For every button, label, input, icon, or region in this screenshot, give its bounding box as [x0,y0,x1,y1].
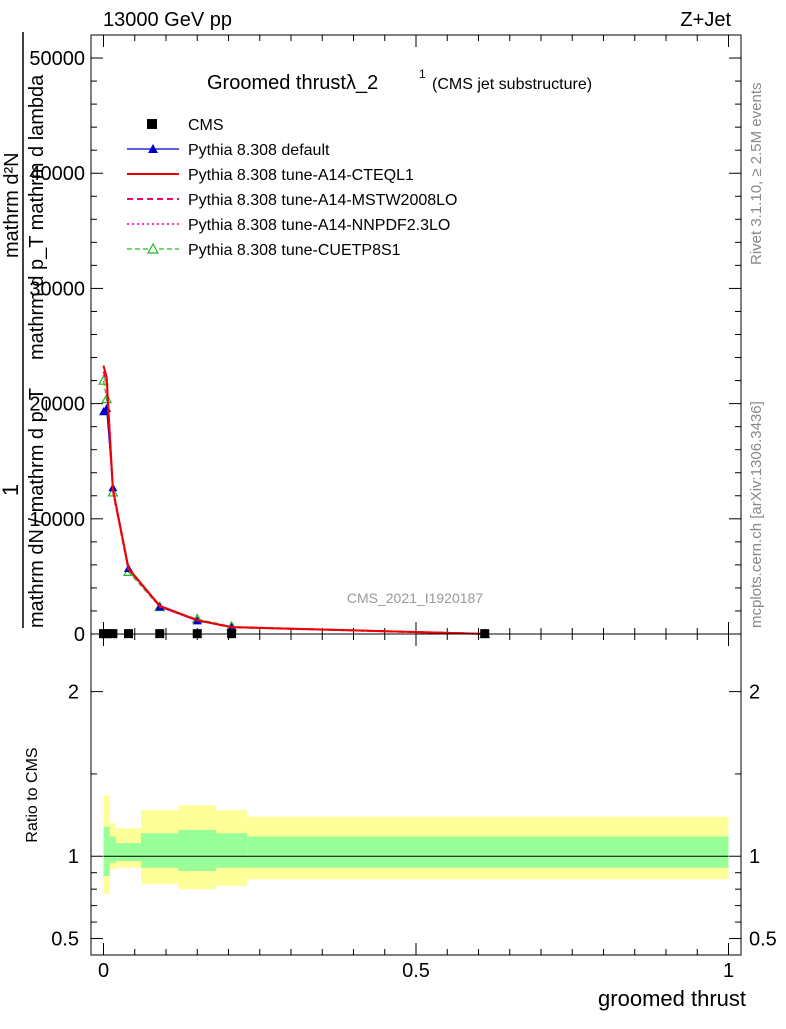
rivet-label: Rivet 3.1.10, ≥ 2.5M events [748,83,765,266]
ratio-y-label: Ratio to CMS [24,747,41,842]
legend-marker-1 [148,144,158,153]
x-tick-label: 0 [98,960,109,982]
main-y-axis: 0 10000 20000 30000 40000 50000 [29,34,741,646]
ratio-inner-band [103,826,110,876]
legend-label: Pythia 8.308 tune-A14-NNPDF2.3LO [188,217,450,234]
main-y-tick-label: 40000 [29,163,85,185]
ratio-inner-band [216,833,248,868]
x-axis-label: groomed thrust [598,986,746,1011]
ratio-x-axis: 0 0.5 1 [98,634,734,982]
ratio-y-tick-label-right: 2 [749,682,760,704]
y-label-denominator: mathrm d p_T mathrm d lambda [26,74,48,360]
mcplots-label: mcplots.cern.ch [arXiv:1306.3436] [748,401,765,628]
ratio-bands [103,795,729,895]
title-subtitle: (CMS jet substructure) [432,76,592,93]
legend-label: Pythia 8.308 tune-CUETP8S1 [188,242,401,259]
legend-label: Pythia 8.308 default [188,142,330,159]
ratio-panel: 0.5 0.51 12 2 0 0.5 1 Ratio to CMS groomed th… [24,633,777,1011]
main-y-tick-label: 30000 [29,278,85,300]
ratio-y-tick-label-right: 1 [749,846,760,868]
ratio-panel-frame [90,633,742,956]
ratio-y-axis: 0.5 0.5 1 1 2 2 [51,682,777,951]
ratio-inner-band [109,836,116,863]
ratio-inner-band [141,833,179,868]
process-label: Z+Jet [680,9,731,31]
main-y-label: 1 mathrm dN / mathrm d p_T mathrm d²N ma… [0,32,48,628]
x-tick-label: 1 [723,960,734,982]
y-label-numerator: mathrm d²N [1,152,23,258]
ratio-inner-band [247,836,729,868]
title-superscript: 1 [419,67,426,81]
main-y-tick-label: 50000 [29,48,85,70]
main-y-tick-label: 20000 [29,394,85,416]
legend-marker-cms [147,119,157,129]
y-label-prefix-denominator: mathrm dN / mathrm d p_T [26,388,48,628]
title-main: Groomed thrustλ_2 [207,72,378,94]
series-marker-5 [101,393,113,404]
main-y-tick-label: 10000 [29,509,85,531]
watermark-label: CMS_2021_I1920187 [347,590,483,606]
series-line-2 [102,365,485,635]
legend: CMS Pythia 8.308 default Pythia 8.308 tune… [127,117,457,259]
main-y-tick-label: 0 [74,624,85,646]
y-label-prefix-numerator: 1 [0,484,23,496]
energy-label: 13000 GeV pp [103,9,232,31]
main-panel: 0 10000 20000 30000 40000 50000 CMS_2021_I192… [29,34,742,646]
ratio-inner-band [116,843,141,862]
legend-label: CMS [188,117,224,134]
ratio-y-tick-label-right: 0.5 [749,929,777,951]
legend-label: Pythia 8.308 tune-A14-CTEQL1 [188,167,414,184]
ratio-inner-band [178,829,216,872]
ratio-y-tick-label: 0.5 [51,929,79,951]
main-series [97,365,491,639]
legend-label: Pythia 8.308 tune-A14-MSTW2008LO [188,192,457,209]
x-tick-label: 0.5 [402,960,430,982]
ratio-y-tick-label: 2 [68,682,79,704]
ratio-y-tick-label: 1 [68,846,79,868]
chart-title: Groomed thrustλ_2 1 (CMS jet substructur… [207,67,592,94]
legend-marker-5 [146,242,160,254]
